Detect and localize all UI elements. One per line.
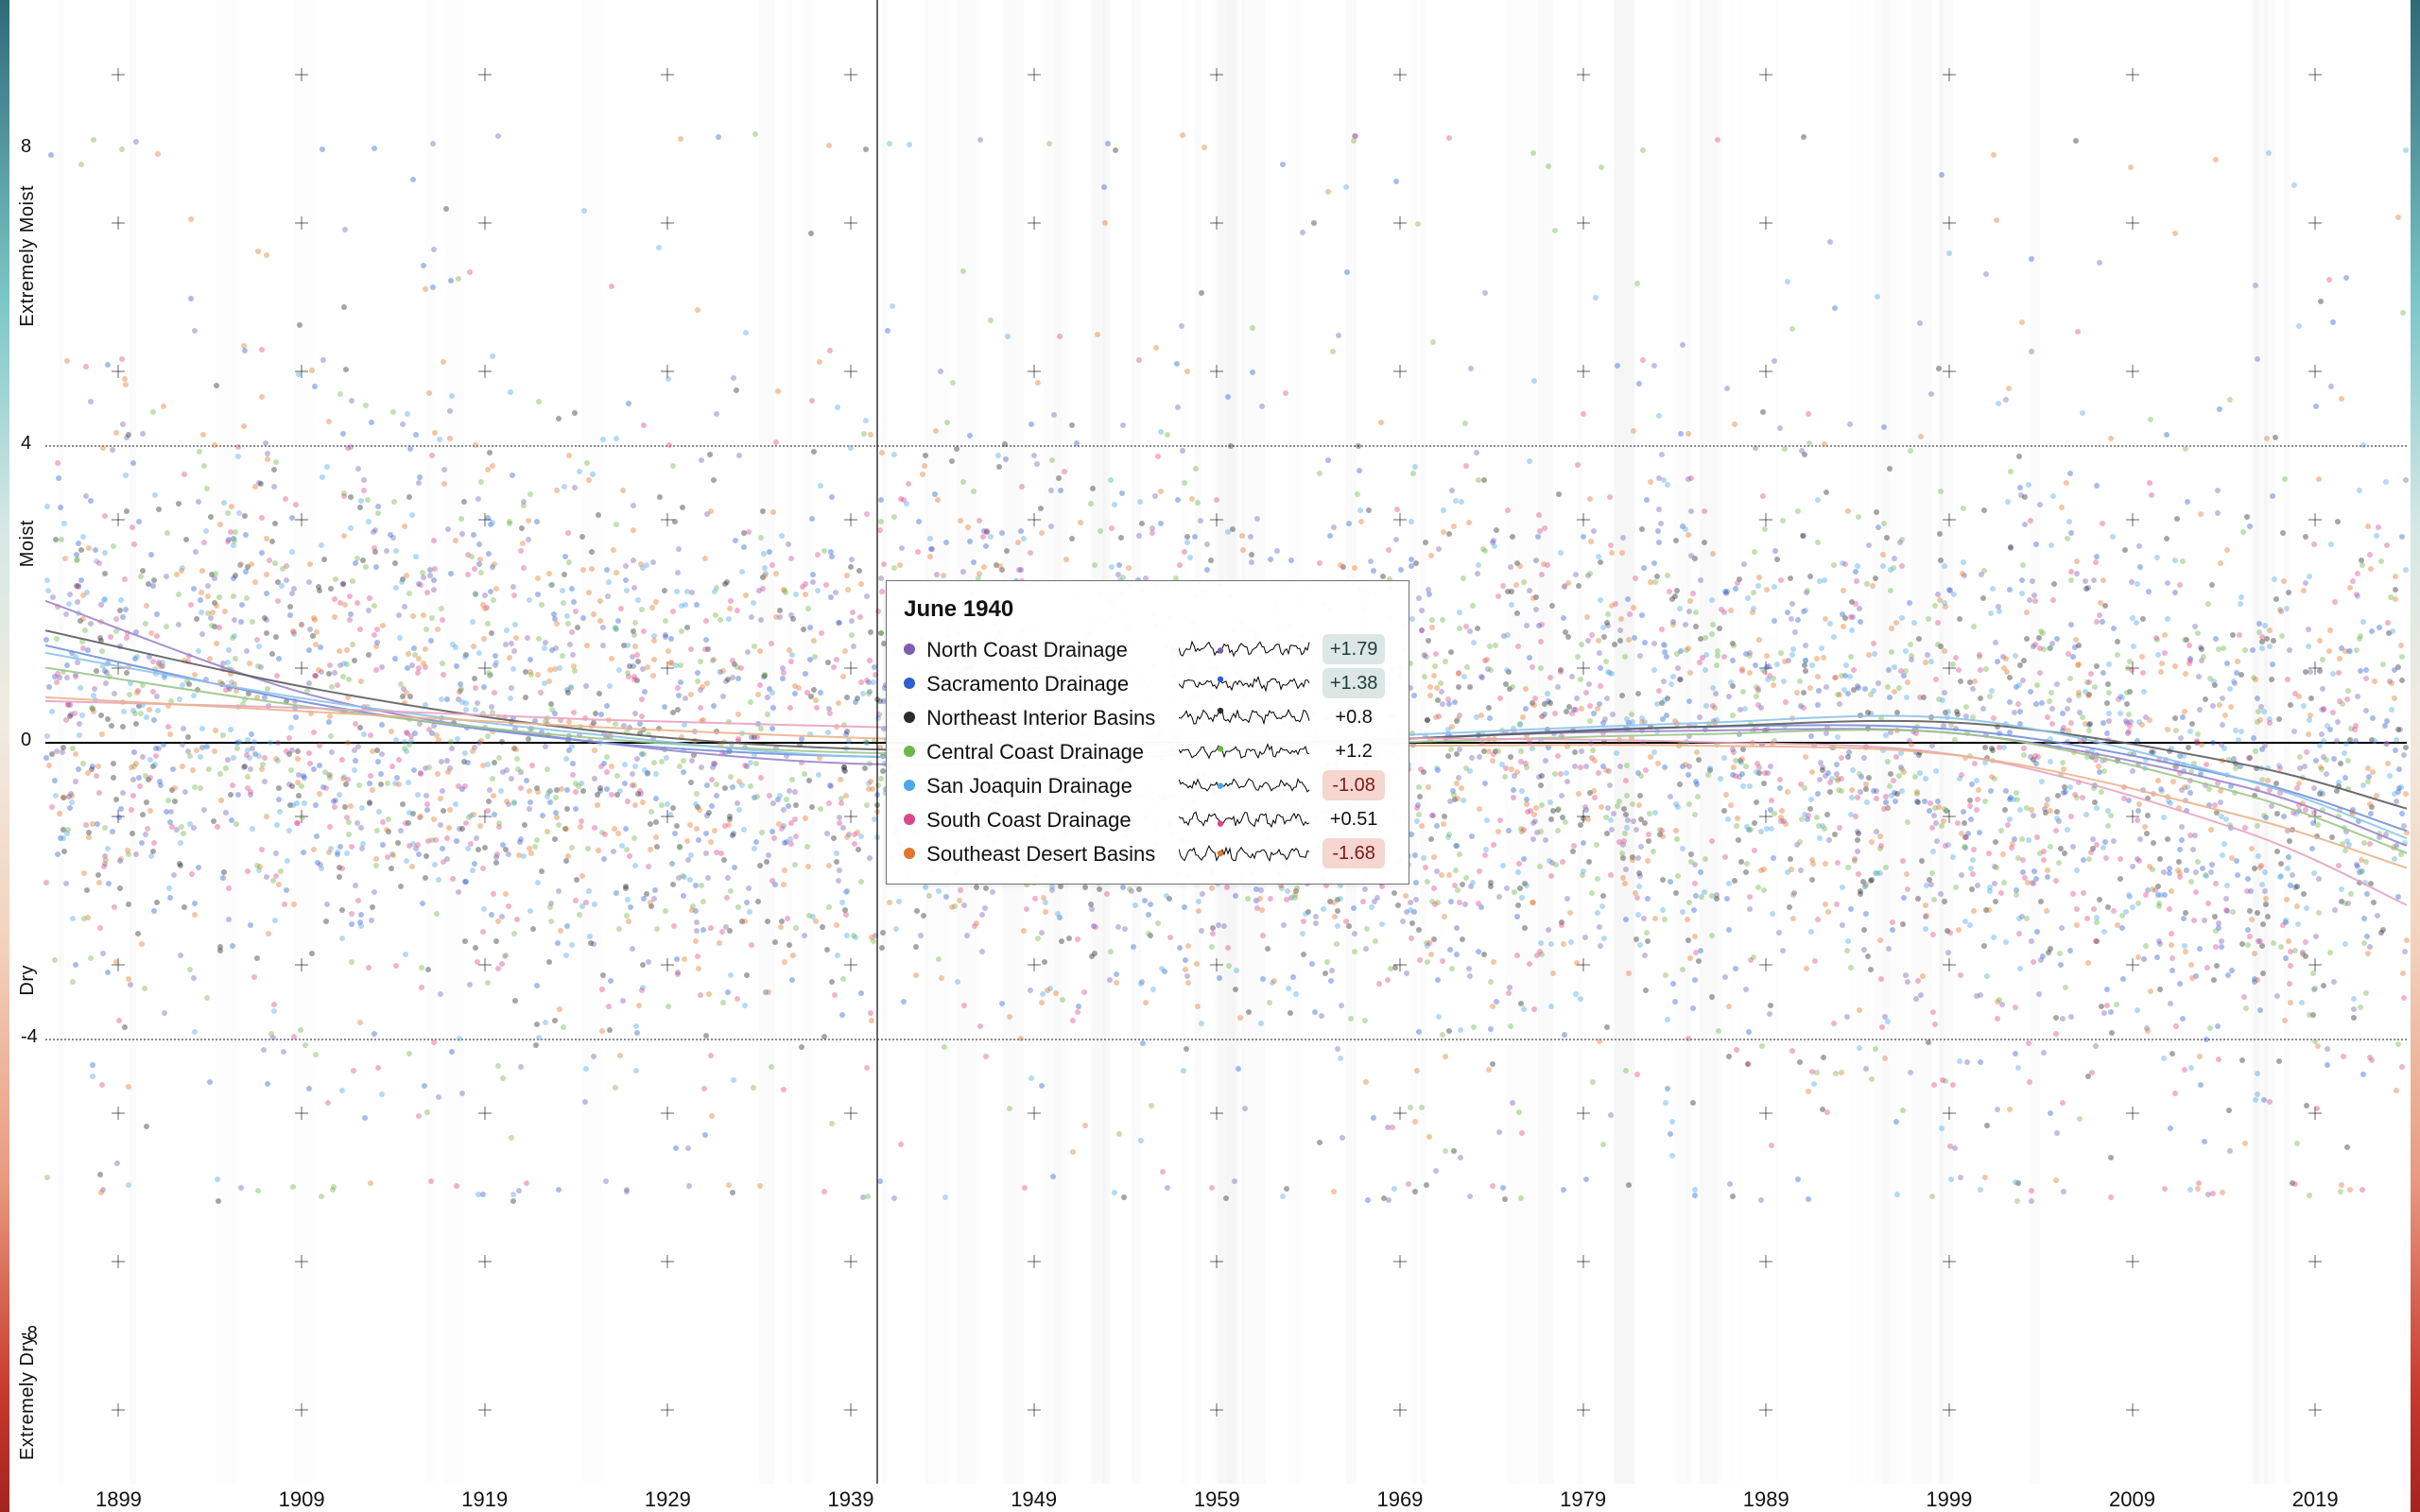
y-gradient-right xyxy=(2411,0,2420,1512)
y-gradient-left xyxy=(0,0,9,1512)
drought-index-chart-root: -8-4048Extremely MoistMoistDryExtremely … xyxy=(0,0,2420,1512)
